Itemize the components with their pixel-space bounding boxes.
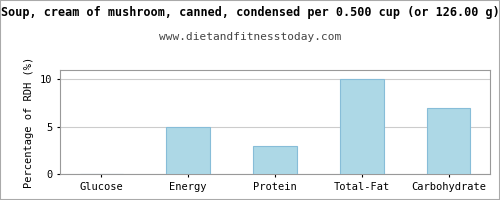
Text: Soup, cream of mushroom, canned, condensed per 0.500 cup (or 126.00 g): Soup, cream of mushroom, canned, condens… (0, 6, 500, 19)
Bar (254, 146, 296, 174)
Text: www.dietandfitnesstoday.com: www.dietandfitnesstoday.com (159, 32, 341, 42)
Y-axis label: Percentage of RDH (%): Percentage of RDH (%) (24, 56, 34, 188)
Bar (166, 127, 210, 174)
Bar (427, 108, 470, 174)
Bar (340, 79, 384, 174)
